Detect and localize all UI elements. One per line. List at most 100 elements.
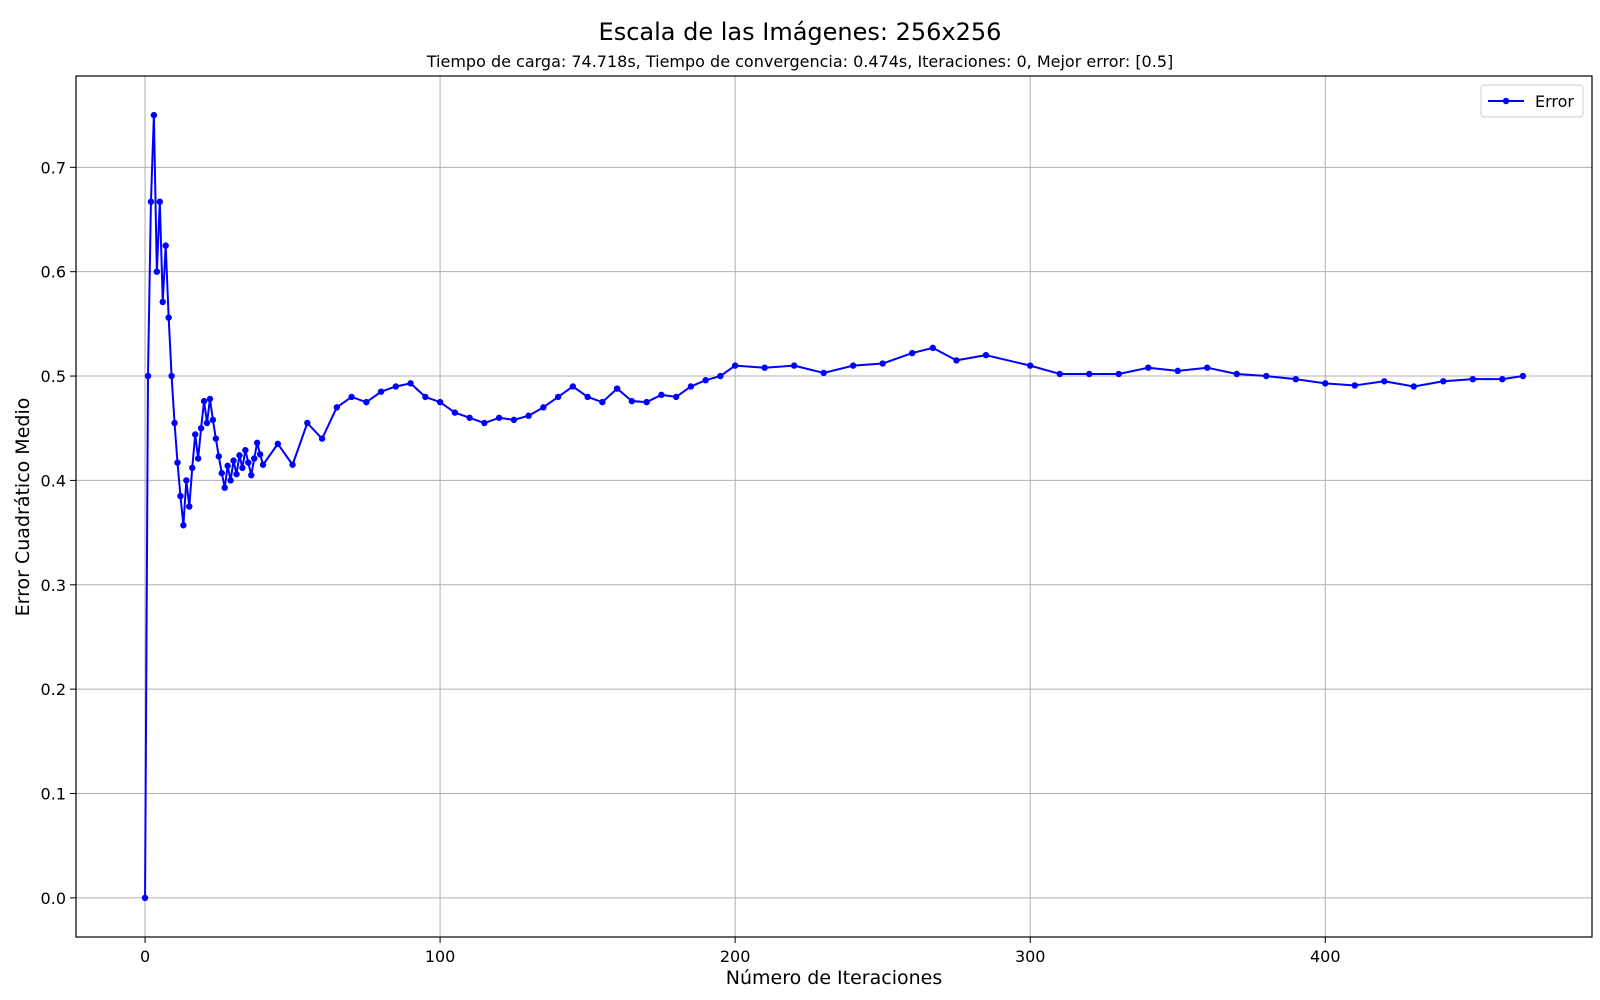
data-point: [1027, 362, 1034, 369]
data-point: [174, 459, 181, 466]
legend-label-error: Error: [1535, 92, 1574, 111]
data-point: [183, 477, 190, 484]
data-point: [436, 398, 444, 406]
data-point: [658, 391, 665, 399]
data-point: [407, 380, 414, 387]
x-tick-label: 400: [1310, 947, 1341, 966]
data-point: [256, 451, 264, 458]
x-tick-label: 200: [720, 947, 751, 966]
x-tick-label: 0: [140, 947, 150, 966]
y-tick-label: 0.6: [41, 263, 66, 282]
data-point: [153, 268, 161, 275]
data-point: [177, 492, 184, 500]
data-point: [510, 416, 518, 424]
data-point: [245, 459, 252, 466]
data-point: [233, 470, 240, 478]
data-point: [289, 461, 296, 468]
data-point: [392, 383, 400, 390]
data-point: [849, 362, 857, 369]
chart-subtitle: Tiempo de carga: 74.718s, Tiempo de conv…: [426, 52, 1174, 71]
data-point: [451, 409, 459, 416]
data-point: [717, 372, 724, 380]
data-point: [569, 383, 577, 390]
data-point: [348, 393, 355, 401]
data-point: [584, 393, 591, 401]
data-point: [1322, 380, 1329, 387]
chart-title: Escala de las Imágenes: 256x256: [599, 18, 1002, 46]
y-tick-label: 0.3: [41, 576, 66, 595]
data-point: [259, 461, 267, 468]
data-point: [221, 484, 228, 491]
data-point: [879, 360, 886, 367]
y-tick-label: 0.0: [41, 889, 66, 908]
data-point: [248, 471, 255, 479]
data-point: [162, 242, 169, 249]
data-point: [333, 404, 341, 411]
y-tick-label: 0.5: [41, 367, 66, 386]
data-point: [908, 349, 916, 357]
data-point: [1499, 375, 1506, 383]
data-point: [147, 198, 155, 205]
data-point: [643, 398, 650, 406]
data-point: [554, 393, 562, 401]
y-tick-label: 0.2: [41, 680, 66, 699]
data-point: [239, 464, 246, 472]
data-point: [150, 111, 158, 119]
data-point: [1145, 364, 1152, 371]
data-point: [141, 894, 149, 902]
data-point: [194, 455, 202, 462]
grid-lines: [76, 76, 1592, 937]
data-point: [1381, 378, 1388, 385]
data-point: [761, 364, 768, 371]
data-point: [159, 298, 166, 306]
data-point: [165, 314, 172, 321]
data-point: [206, 395, 214, 403]
data-point: [363, 398, 370, 406]
data-point: [1469, 375, 1476, 383]
data-point: [318, 435, 326, 442]
data-point: [274, 440, 282, 448]
data-point: [224, 462, 231, 469]
data-point: [422, 393, 429, 401]
data-point: [540, 404, 547, 411]
x-axis-label: Número de Iteraciones: [726, 967, 942, 989]
plot-frame: [75, 75, 1593, 938]
data-point: [820, 369, 827, 377]
y-axis-label: Error Cuadrático Medio: [12, 398, 34, 617]
data-point: [1440, 378, 1447, 385]
data-point: [1292, 375, 1299, 383]
data-point: [236, 452, 243, 459]
data-point: [197, 425, 205, 432]
data-point: [1351, 382, 1358, 389]
data-point: [253, 439, 261, 447]
data-point: [1263, 372, 1270, 380]
data-point: [929, 344, 937, 352]
data-point: [481, 419, 488, 427]
series-line-error: [144, 114, 1524, 898]
data-point: [218, 469, 225, 477]
data-point: [982, 351, 990, 359]
data-point: [672, 393, 680, 401]
data-point: [171, 419, 178, 427]
data-point: [1204, 364, 1211, 371]
data-point: [304, 419, 311, 427]
data-point: [156, 198, 163, 205]
data-point: [212, 435, 220, 442]
data-point: [525, 412, 532, 419]
x-tick-label: 100: [425, 947, 456, 966]
legend-box: [1480, 84, 1584, 118]
series-error: [141, 111, 1527, 902]
data-point: [180, 522, 187, 529]
data-point: [1115, 370, 1122, 378]
data-point: [227, 477, 234, 484]
data-point: [186, 503, 193, 510]
data-point: [192, 431, 199, 438]
data-point: [144, 372, 152, 380]
data-point: [242, 446, 249, 454]
data-point: [702, 377, 709, 384]
data-point: [953, 357, 960, 364]
data-point: [731, 362, 739, 369]
data-point: [1056, 370, 1063, 378]
